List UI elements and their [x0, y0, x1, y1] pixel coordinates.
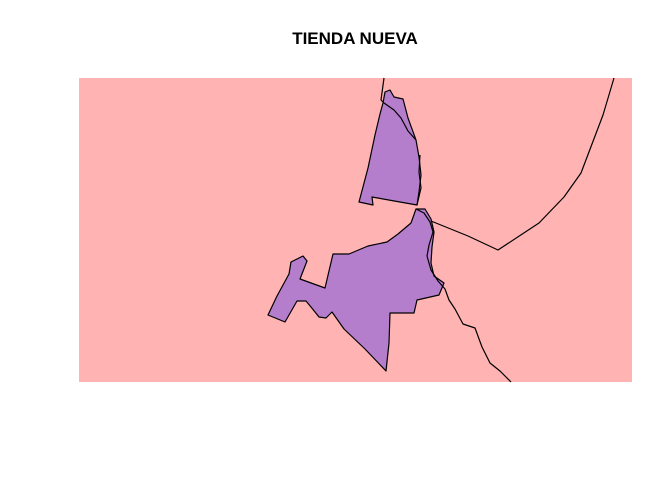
boundary-north-left — [380, 77, 417, 141]
tienda-nueva-north — [358, 89, 422, 206]
boundary-east-ridge — [430, 77, 615, 251]
boundary-north-right — [416, 154, 422, 206]
map-title: TIENDA NUEVA — [292, 29, 418, 48]
boundary-river — [415, 208, 512, 383]
